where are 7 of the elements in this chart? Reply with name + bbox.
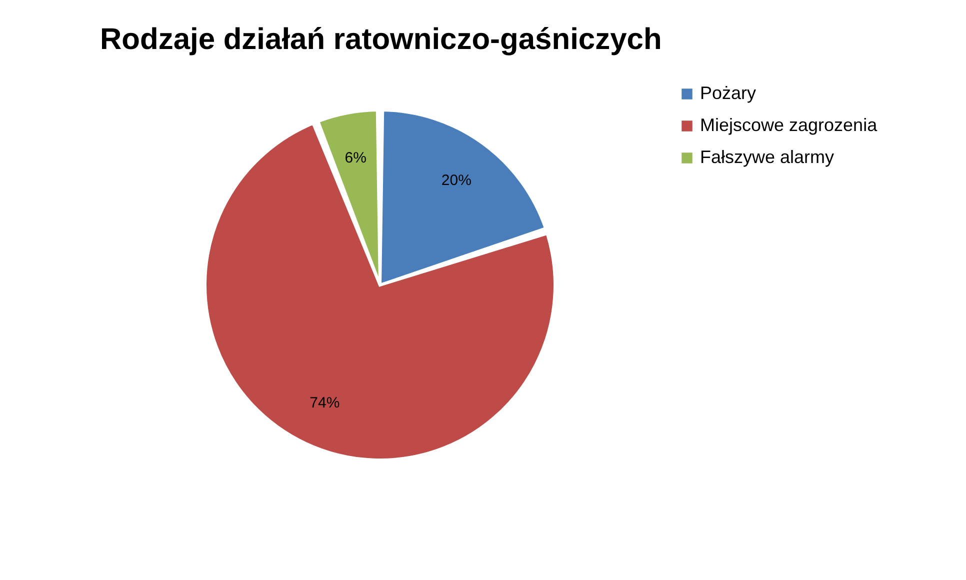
legend-label: Pożary	[700, 83, 756, 103]
data-label: 20%	[441, 172, 472, 189]
data-label: 6%	[344, 149, 366, 166]
chart-title: Rodzaje działań ratowniczo-gaśniczych	[100, 23, 662, 56]
data-label: 74%	[310, 394, 340, 412]
legend-label: Miejscowe zagrozenia	[700, 115, 878, 135]
legend-label: Fałszywe alarmy	[700, 147, 834, 167]
